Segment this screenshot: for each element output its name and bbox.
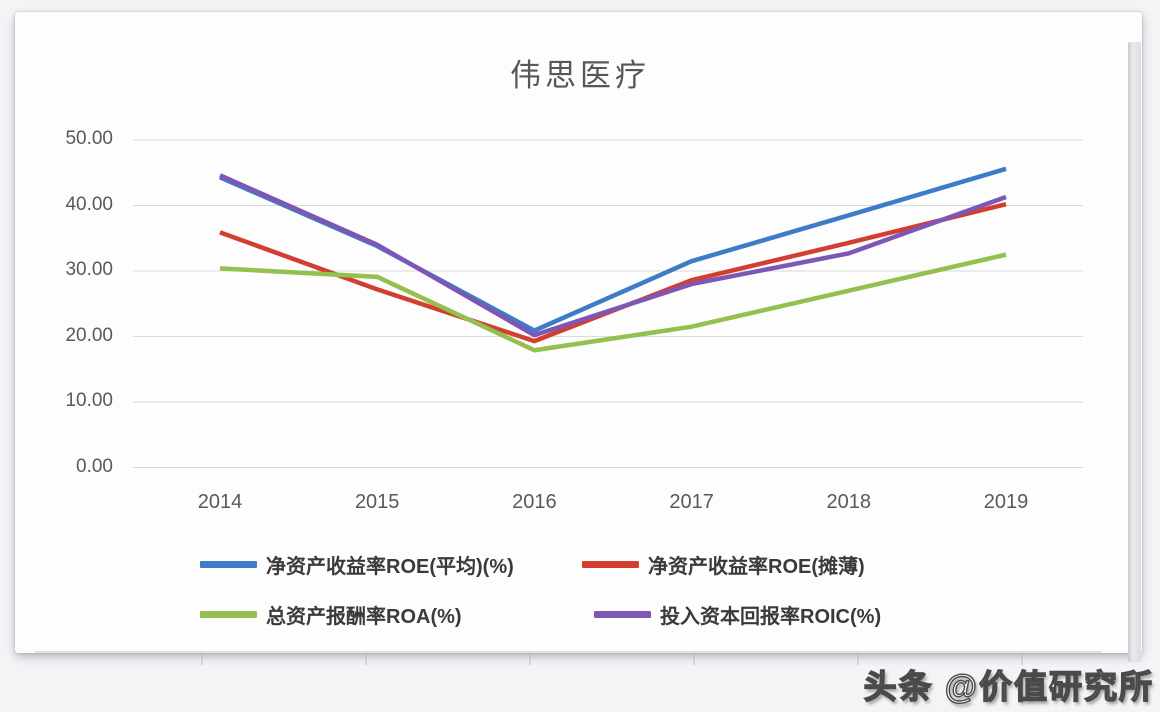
x-tick-label: 2015 <box>354 491 400 513</box>
x-tick-label: 2014 <box>197 491 243 513</box>
y-tick-label: 50.00 <box>65 128 113 149</box>
chart-title: 伟思医疗 <box>510 58 650 93</box>
y-tick-label: 20.00 <box>65 324 113 346</box>
y-tick-label: 0.00 <box>76 455 113 477</box>
series-line-0 <box>219 166 1007 334</box>
y-tick-label: 10.00 <box>65 390 113 411</box>
legend-item-roe-diluted: 净资产收益率ROE(摊薄) <box>582 549 865 579</box>
legend-swatch-green <box>200 610 257 618</box>
series-line-3 <box>219 173 1007 338</box>
chart-card <box>15 12 1142 662</box>
legend-swatch-red <box>582 560 639 568</box>
legend-label: 总资产报酬率ROA(%) <box>266 605 462 628</box>
x-tick-label: 2016 <box>512 491 557 513</box>
toutiao-watermark: 头条 @价值研究所 <box>863 667 1154 705</box>
legend-swatch-blue <box>200 560 257 568</box>
legend-label: 净资产收益率ROE(平均)(%) <box>266 555 514 578</box>
legend-item-roa: 总资产报酬率ROA(%) <box>200 599 462 629</box>
legend-item-roe-avg: 净资产收益率ROE(平均)(%) <box>200 549 514 579</box>
y-tick-label: 30.00 <box>65 259 113 280</box>
x-tick-label: 2018 <box>826 491 872 513</box>
y-tick-label: 40.00 <box>65 193 113 215</box>
legend-label: 投入资本回报率ROIC(%) <box>660 605 882 628</box>
legend-label: 净资产收益率ROE(摊薄) <box>648 555 865 578</box>
legend-swatch-purple <box>594 610 651 618</box>
legend-item-roic: 投入资本回报率ROIC(%) <box>594 599 881 629</box>
vertical-scrollbar[interactable] <box>1128 42 1141 662</box>
x-tick-label: 2017 <box>669 491 714 513</box>
series-line-2 <box>219 252 1007 353</box>
x-tick-label: 2019 <box>983 491 1029 513</box>
